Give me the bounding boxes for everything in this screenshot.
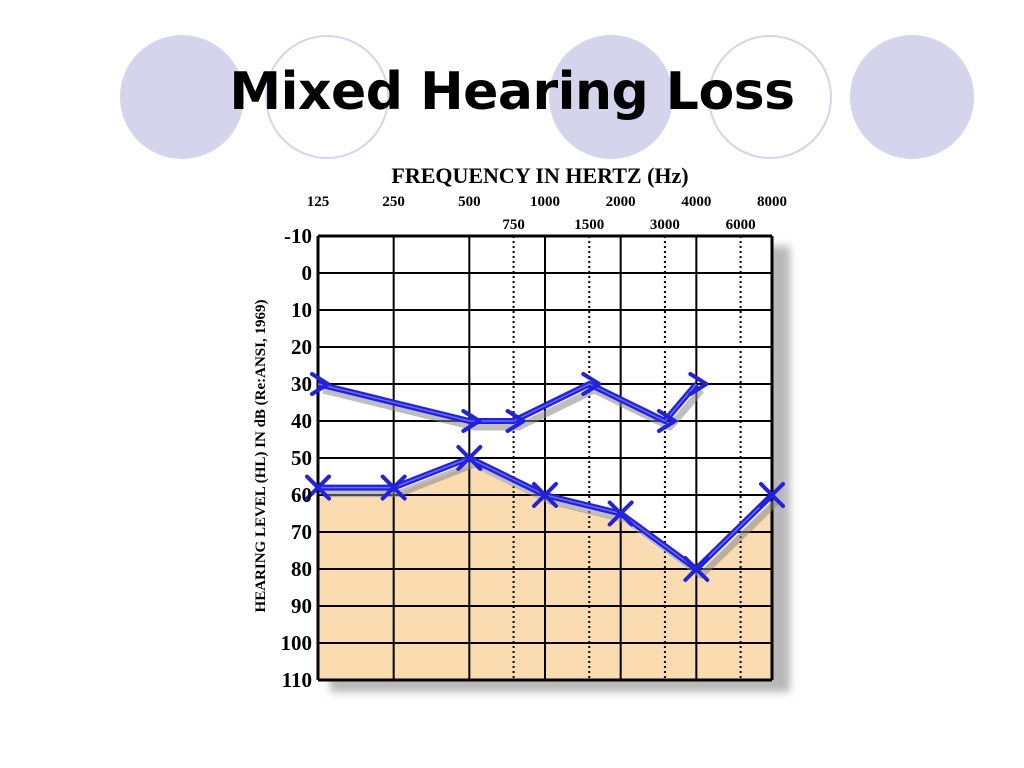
data-point bbox=[656, 409, 677, 433]
y-tick-label: 70 bbox=[291, 520, 312, 544]
y-tick-label: 40 bbox=[291, 409, 312, 433]
decor-circle-4 bbox=[708, 35, 832, 159]
y-tick-label: 0 bbox=[302, 261, 313, 285]
x-tick-label-minor: 750 bbox=[502, 217, 525, 233]
x-tick-label: 1000 bbox=[530, 194, 560, 210]
data-point bbox=[461, 409, 482, 433]
y-tick-label: 80 bbox=[291, 557, 312, 581]
data-point bbox=[456, 445, 483, 471]
decor-circle-2 bbox=[265, 35, 389, 159]
x-tick-label-minor: 6000 bbox=[726, 217, 756, 233]
data-point bbox=[607, 500, 634, 527]
y-tick-label: 100 bbox=[281, 631, 313, 655]
slide-title: Mixed Hearing Loss bbox=[229, 62, 795, 122]
y-tick-label: 110 bbox=[282, 668, 312, 692]
x-tick-label: 2000 bbox=[606, 194, 636, 210]
x-tick-label-minor: 3000 bbox=[650, 217, 680, 233]
x-tick-label: 4000 bbox=[681, 194, 711, 210]
y-tick-label: 20 bbox=[291, 335, 312, 359]
data-point bbox=[310, 372, 330, 396]
y-tick-label: 50 bbox=[291, 446, 312, 470]
y-tick-label: 60 bbox=[291, 483, 312, 507]
x-axis-title: FREQUENCY IN HERTZ (Hz) bbox=[391, 163, 688, 188]
data-point bbox=[532, 482, 558, 508]
data-point bbox=[505, 409, 526, 433]
data-point bbox=[759, 482, 785, 508]
data-point bbox=[380, 474, 407, 501]
x-tick-label: 500 bbox=[458, 194, 481, 210]
data-point bbox=[688, 372, 709, 396]
y-tick-label: 30 bbox=[291, 372, 312, 396]
y-tick-label: -10 bbox=[284, 224, 312, 248]
x-tick-label-minor: 1500 bbox=[574, 217, 604, 233]
x-tick-label: 8000 bbox=[757, 194, 787, 210]
data-point bbox=[581, 372, 602, 396]
decor-circle-5 bbox=[850, 35, 974, 159]
y-axis-title: HEARING LEVEL (HL) IN dB (Re:ANSI, 1969) bbox=[253, 300, 269, 613]
x-tick-label: 125 bbox=[307, 194, 330, 210]
decor-circle-3 bbox=[549, 35, 673, 159]
data-point bbox=[305, 474, 331, 501]
x-tick-label: 250 bbox=[382, 194, 405, 210]
series-group bbox=[305, 372, 785, 582]
decor-circle-1 bbox=[120, 35, 244, 159]
data-point bbox=[683, 556, 710, 582]
series-highlight bbox=[317, 383, 697, 422]
y-tick-label: 10 bbox=[291, 298, 312, 322]
y-tick-label: 90 bbox=[291, 594, 312, 618]
